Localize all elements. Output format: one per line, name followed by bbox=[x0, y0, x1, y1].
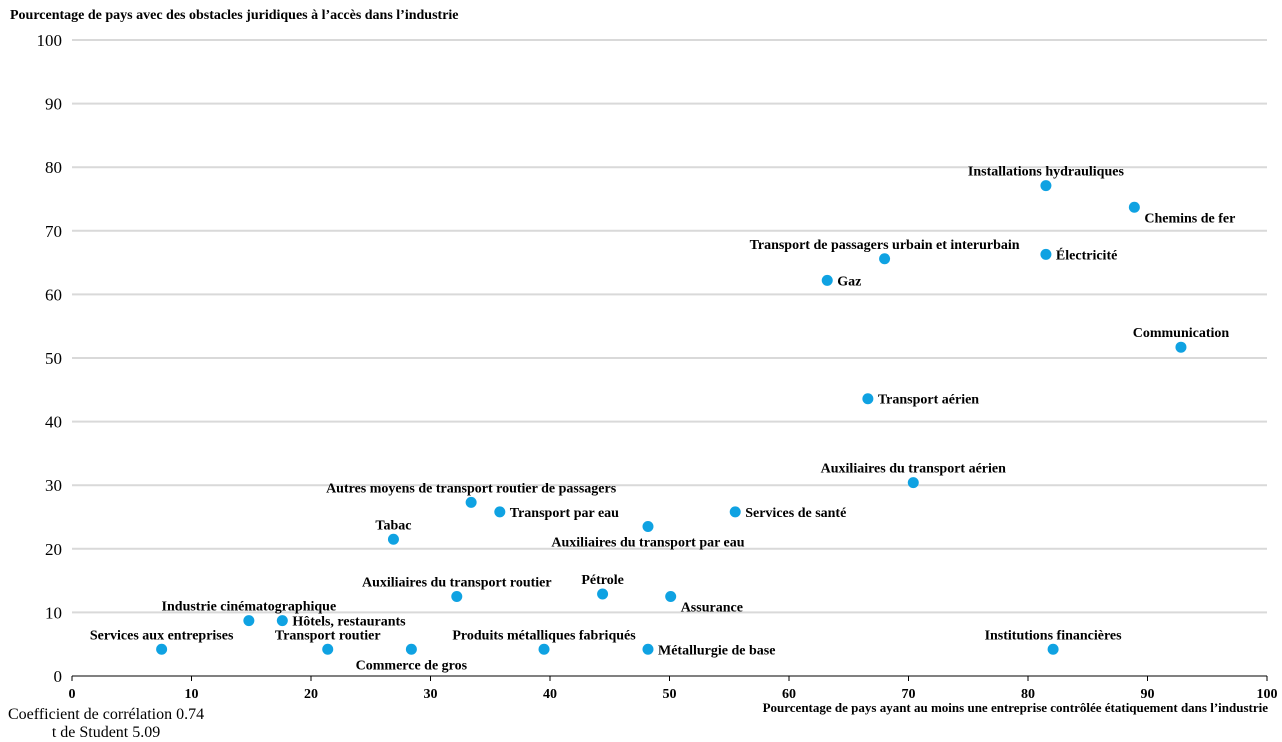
point-label: Autres moyens de transport routier de pa… bbox=[326, 481, 617, 496]
y-tick-label: 0 bbox=[54, 667, 63, 686]
data-point bbox=[597, 588, 608, 599]
point-label: Communication bbox=[1133, 326, 1230, 341]
data-point bbox=[451, 591, 462, 602]
y-tick-label: 30 bbox=[45, 476, 62, 495]
data-point bbox=[1129, 202, 1140, 213]
y-axis: 0 10 20 30 40 50 60 70 80 90 100 bbox=[37, 31, 63, 686]
y-tick-label: 100 bbox=[37, 31, 63, 50]
data-point bbox=[730, 506, 741, 517]
x-tick-label: 40 bbox=[543, 687, 557, 702]
y-tick-label: 60 bbox=[45, 285, 62, 304]
point-label: Auxiliaires du transport par eau bbox=[551, 536, 744, 551]
point-label: Tabac bbox=[375, 518, 411, 533]
point-label: Auxiliaires du transport aérien bbox=[821, 462, 1006, 477]
point-label: Gaz bbox=[837, 274, 861, 289]
point-label: Électricité bbox=[1056, 246, 1117, 263]
y-tick-label: 90 bbox=[45, 95, 62, 114]
x-tick-label: 20 bbox=[304, 687, 318, 702]
correlation-coefficient: Coefficient de corrélation 0.74 bbox=[8, 706, 204, 724]
point-label: Auxiliaires du transport routier bbox=[362, 576, 552, 591]
x-tick-label: 10 bbox=[185, 687, 199, 702]
point-label: Installations hydrauliques bbox=[968, 165, 1125, 180]
data-point bbox=[1048, 644, 1059, 655]
x-axis-title: Pourcentage de pays ayant au moins une e… bbox=[763, 700, 1268, 716]
point-label: Industrie cinématographique bbox=[162, 600, 337, 615]
point-label: Chemins de fer bbox=[1144, 211, 1235, 226]
point-label: Transport par eau bbox=[510, 506, 619, 521]
data-point bbox=[1040, 249, 1051, 260]
data-point bbox=[388, 534, 399, 545]
point-label: Transport routier bbox=[275, 628, 381, 643]
data-point bbox=[862, 393, 873, 404]
data-point bbox=[466, 497, 477, 508]
student-t: t de Student 5.09 bbox=[8, 724, 204, 742]
grid-lines bbox=[72, 40, 1267, 612]
data-point bbox=[642, 644, 653, 655]
point-label: Pétrole bbox=[581, 573, 624, 588]
data-point bbox=[879, 253, 890, 264]
point-labels: Installations hydrauliques Chemins de fer… bbox=[90, 165, 1236, 674]
x-axis: 0 10 20 30 40 50 60 70 80 90 100 bbox=[69, 676, 1278, 702]
y-tick-label: 40 bbox=[45, 413, 62, 432]
point-label: Commerce de gros bbox=[356, 658, 468, 673]
y-tick-label: 10 bbox=[45, 603, 62, 622]
data-point bbox=[1040, 180, 1051, 191]
point-label: Services de santé bbox=[745, 506, 846, 521]
point-label: Services aux entreprises bbox=[90, 628, 234, 643]
y-tick-label: 80 bbox=[45, 158, 62, 177]
data-point bbox=[665, 591, 676, 602]
point-label: Transport aérien bbox=[878, 393, 979, 408]
point-label: Transport de passagers urbain et interur… bbox=[750, 238, 1020, 253]
statistics-note: Coefficient de corrélation 0.74 t de Stu… bbox=[8, 706, 204, 742]
data-point bbox=[243, 615, 254, 626]
data-point bbox=[642, 521, 653, 532]
data-point bbox=[908, 477, 919, 488]
data-points bbox=[156, 180, 1186, 655]
data-point bbox=[494, 506, 505, 517]
data-point bbox=[156, 644, 167, 655]
x-tick-label: 50 bbox=[663, 687, 677, 702]
y-axis-title: Pourcentage de pays avec des obstacles j… bbox=[10, 8, 459, 24]
y-tick-label: 70 bbox=[45, 222, 62, 241]
data-point bbox=[277, 615, 288, 626]
x-tick-label: 0 bbox=[69, 687, 76, 702]
point-label: Produits métalliques fabriqués bbox=[452, 628, 636, 643]
point-label: Assurance bbox=[681, 601, 743, 616]
y-tick-label: 20 bbox=[45, 540, 62, 559]
data-point bbox=[322, 644, 333, 655]
point-label: Métallurgie de base bbox=[658, 643, 775, 658]
data-point bbox=[1175, 342, 1186, 353]
x-tick-label: 30 bbox=[424, 687, 438, 702]
y-tick-label: 50 bbox=[45, 349, 62, 368]
point-label: Institutions financières bbox=[985, 628, 1123, 643]
data-point bbox=[539, 644, 550, 655]
data-point bbox=[822, 275, 833, 286]
data-point bbox=[406, 644, 417, 655]
